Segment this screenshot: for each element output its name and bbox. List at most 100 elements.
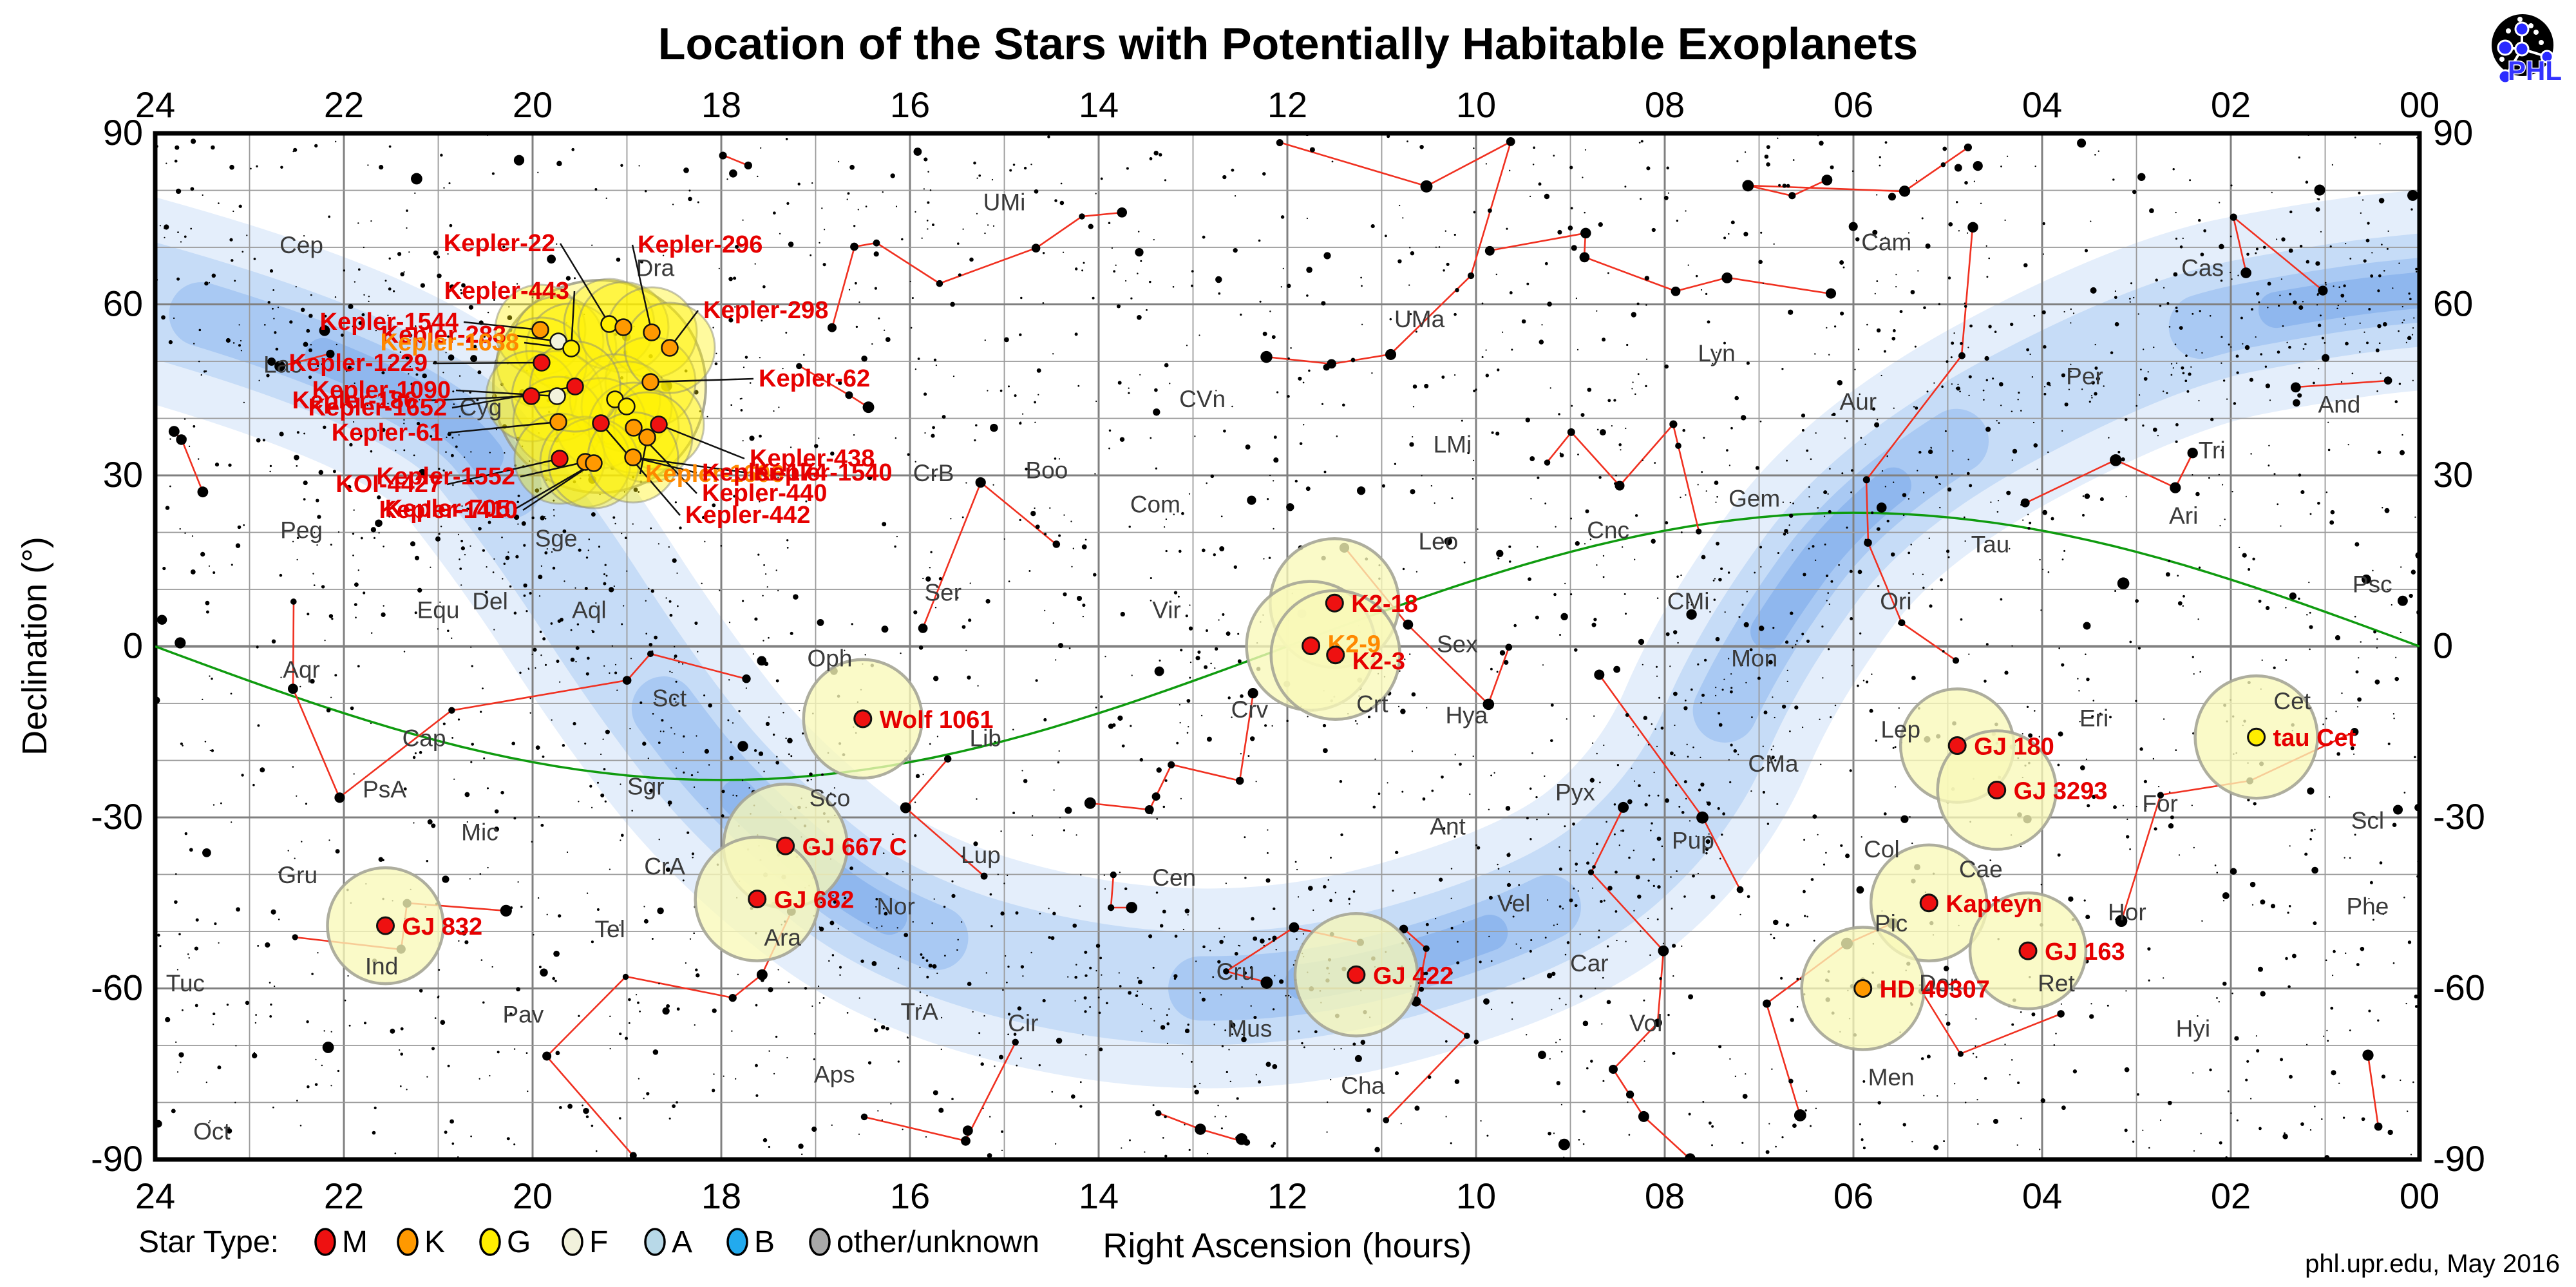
field-star — [1454, 754, 1456, 756]
field-star — [184, 235, 187, 238]
field-star — [2381, 243, 2383, 245]
field-star — [2240, 316, 2243, 319]
field-star — [1210, 474, 1215, 479]
field-star — [1762, 745, 1764, 747]
field-star — [1553, 155, 1555, 157]
field-star — [1864, 443, 1866, 445]
field-star — [406, 227, 408, 229]
field-star — [1773, 937, 1776, 940]
field-star — [527, 668, 530, 671]
field-star — [768, 716, 770, 718]
field-star — [2082, 513, 2085, 517]
constellation-label: Ant — [1430, 814, 1466, 840]
field-star — [1510, 902, 1512, 904]
field-star — [2225, 1156, 2228, 1159]
field-star — [1089, 1006, 1091, 1008]
field-star — [1495, 273, 1498, 276]
field-star — [438, 533, 440, 535]
field-star — [1758, 260, 1763, 264]
field-star — [1485, 163, 1488, 165]
field-star — [2222, 484, 2224, 486]
field-star — [581, 472, 583, 474]
field-star — [1632, 726, 1634, 728]
bright-star — [2240, 267, 2251, 278]
field-star — [666, 1004, 670, 1008]
field-star — [482, 549, 486, 552]
field-star — [867, 922, 869, 924]
field-star — [1770, 933, 1772, 936]
field-star — [2200, 1132, 2202, 1134]
field-star — [1481, 356, 1484, 358]
field-star — [211, 677, 213, 680]
field-star — [334, 674, 337, 677]
field-star — [1657, 885, 1661, 889]
field-star — [2415, 267, 2418, 271]
bright-star — [2170, 482, 2181, 493]
constellation-line — [1489, 232, 1832, 295]
field-star — [1950, 356, 1953, 359]
field-star — [1801, 633, 1804, 636]
field-star — [602, 738, 604, 740]
field-star — [1412, 435, 1414, 438]
field-star — [1697, 663, 1700, 666]
field-star — [213, 571, 216, 574]
field-star — [507, 551, 509, 553]
field-star — [2175, 237, 2178, 240]
field-star — [1850, 491, 1852, 493]
x-tick-bottom: 06 — [1833, 1176, 1873, 1216]
field-star — [1124, 280, 1127, 282]
field-star — [1817, 135, 1819, 137]
field-star — [370, 527, 377, 533]
field-star — [828, 960, 830, 962]
field-star — [256, 438, 261, 443]
field-star — [2326, 1029, 2328, 1031]
field-star — [714, 362, 718, 366]
field-star — [437, 255, 440, 259]
field-star — [625, 537, 627, 539]
field-star — [488, 520, 491, 524]
constellation-label: Lib — [970, 725, 1001, 751]
field-star — [2288, 248, 2293, 253]
field-star — [1697, 484, 1699, 486]
field-star — [1665, 521, 1669, 525]
field-star — [1467, 452, 1470, 455]
field-star — [976, 798, 978, 800]
field-star — [871, 343, 873, 345]
field-star — [1596, 428, 1599, 431]
field-star — [1180, 797, 1182, 799]
field-star — [2313, 921, 2317, 926]
bright-star — [290, 598, 297, 605]
field-star — [2325, 284, 2327, 286]
field-star — [2027, 527, 2031, 530]
field-star — [923, 188, 925, 190]
field-star — [379, 164, 384, 170]
field-star — [1137, 272, 1139, 274]
field-star — [516, 283, 518, 285]
bright-star — [1825, 288, 1837, 299]
field-star — [440, 526, 442, 528]
field-star — [1786, 680, 1788, 682]
field-star — [1781, 1136, 1784, 1139]
field-star — [1406, 140, 1408, 142]
constellation-label: Pic — [1875, 910, 1908, 937]
field-star — [961, 921, 963, 923]
field-star — [461, 505, 463, 507]
field-star — [1258, 239, 1261, 242]
field-star — [645, 600, 647, 602]
field-star — [466, 507, 469, 511]
field-star — [621, 533, 623, 535]
constellation-label: Hor — [2108, 899, 2146, 925]
logo-star-dot — [2539, 40, 2544, 45]
field-star — [663, 730, 665, 732]
field-star — [1469, 793, 1471, 796]
field-star — [708, 764, 710, 766]
field-star — [765, 721, 770, 727]
bright-star — [513, 155, 525, 166]
field-star — [1707, 320, 1710, 324]
field-star — [213, 1012, 216, 1016]
field-star — [1276, 391, 1279, 394]
field-star — [1530, 456, 1535, 462]
field-star — [218, 202, 220, 204]
field-star — [1181, 511, 1184, 515]
field-star — [2175, 309, 2179, 313]
